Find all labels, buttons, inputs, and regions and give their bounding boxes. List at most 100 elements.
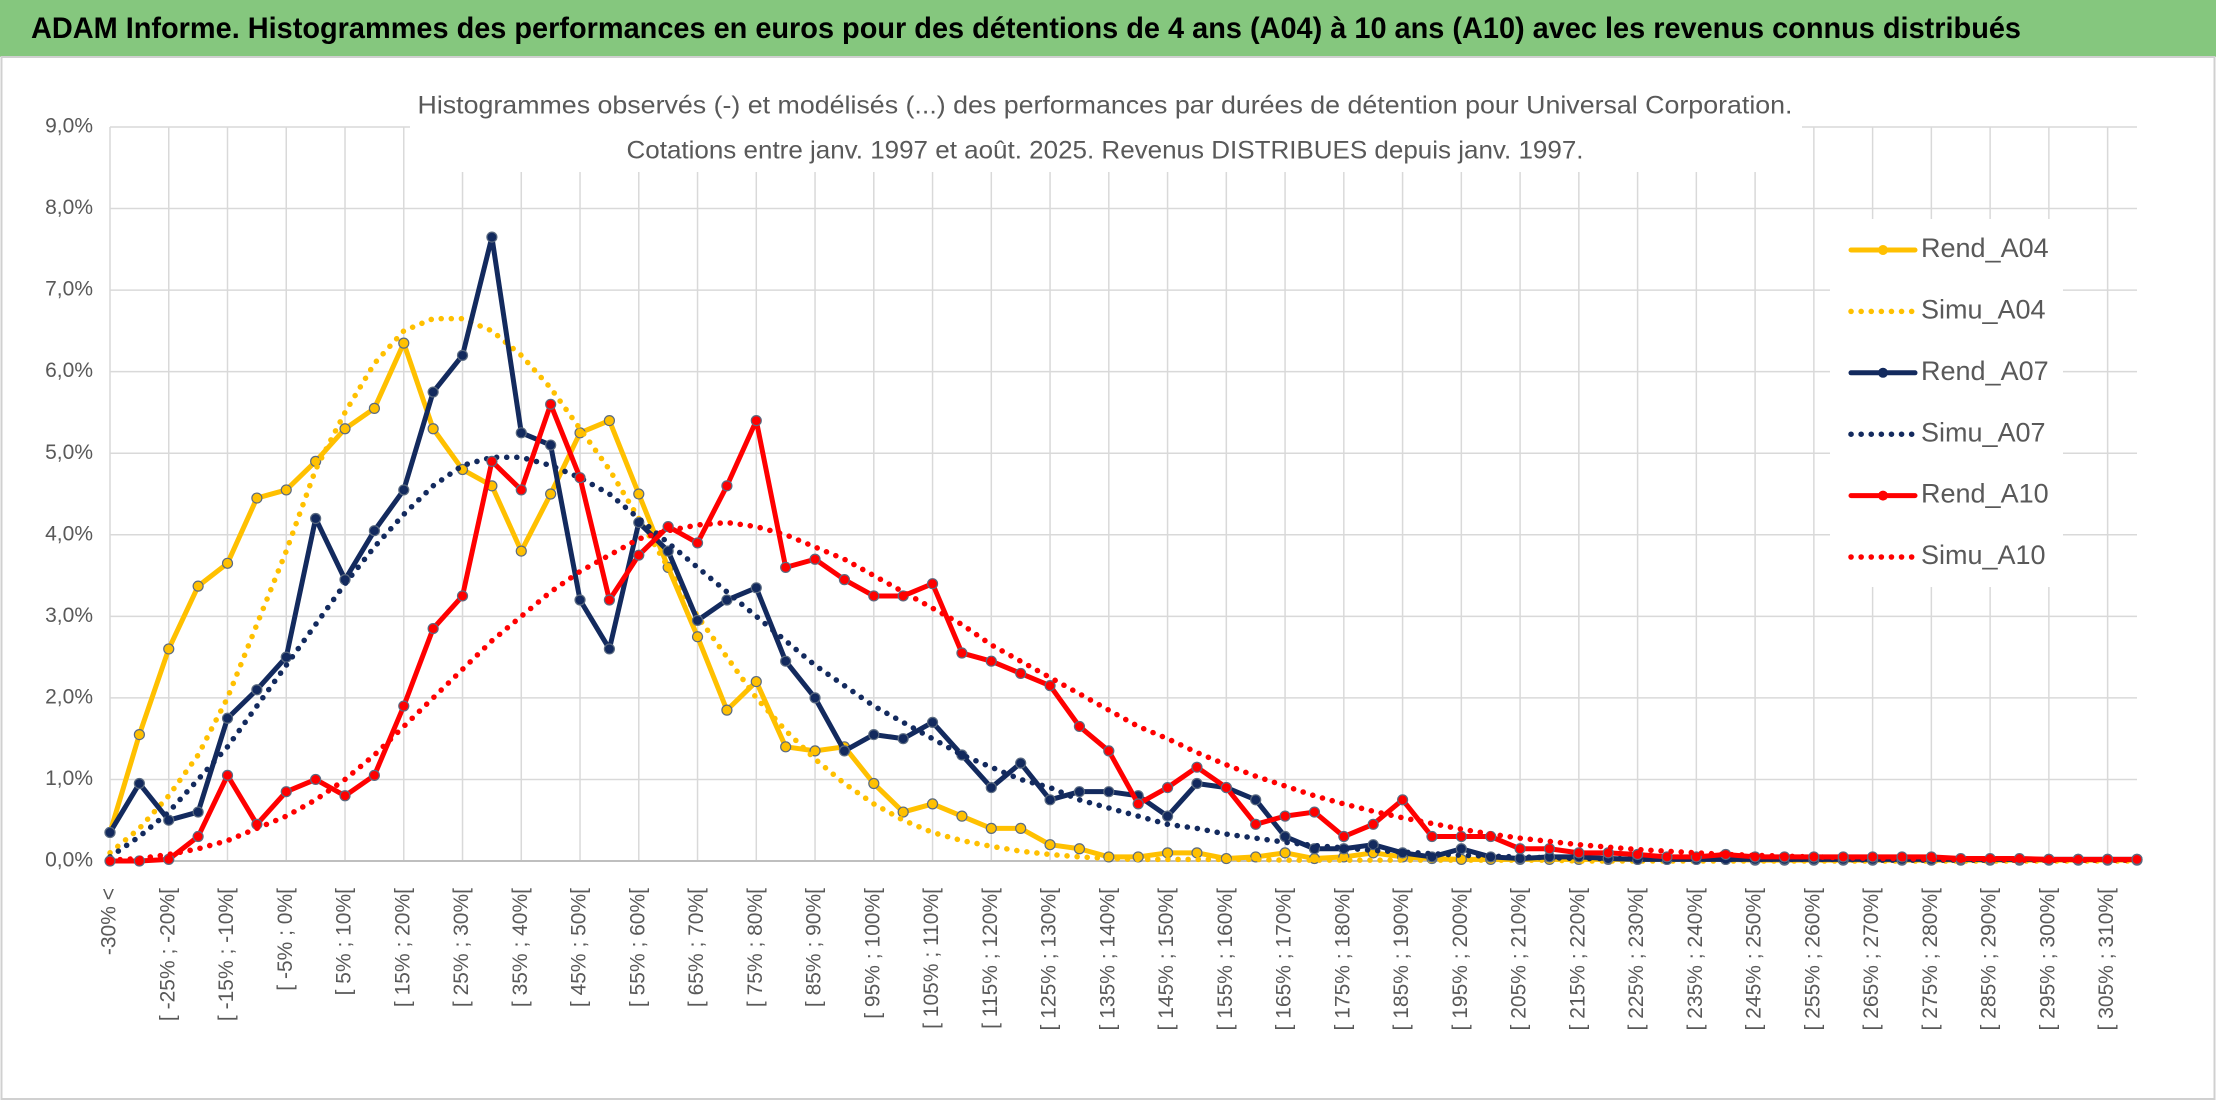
data-point — [956, 810, 968, 822]
chart-subtitle: Histogrammes observés (-) et modélisés (… — [418, 92, 1793, 120]
data-point — [1279, 810, 1291, 822]
data-point — [163, 643, 175, 655]
x-tick-label: [ 275% ; 280%[ — [1919, 888, 1942, 1031]
data-point — [545, 398, 557, 410]
x-tick-label: [ -5% ; 0%[ — [274, 888, 297, 991]
data-point — [1455, 830, 1467, 843]
data-point — [1308, 806, 1321, 818]
data-point — [1396, 794, 1409, 806]
data-point — [868, 590, 880, 602]
x-tick-label: [ -15% ; -10%[ — [215, 888, 238, 1021]
header-band — [0, 0, 2216, 57]
x-tick-label: -30% < — [98, 888, 121, 955]
x-tick-label: [ 135% ; 140%[ — [1096, 888, 1119, 1031]
x-tick-label: [ 35% ; 40%[ — [509, 888, 532, 1007]
y-tick-label: 2,0% — [45, 685, 93, 708]
data-point — [838, 574, 851, 586]
legend-label: Simu_A10 — [1921, 540, 2046, 570]
x-tick-label: [ 125% ; 130%[ — [1038, 888, 1061, 1031]
x-tick-label: [ 215% ; 220%[ — [1566, 888, 1589, 1031]
data-point — [133, 777, 145, 790]
data-point — [1367, 839, 1379, 851]
x-tick-label: [ 255% ; 260%[ — [1801, 888, 1824, 1031]
data-point — [515, 545, 527, 557]
data-point — [574, 594, 586, 606]
data-point — [427, 423, 439, 435]
data-point — [456, 349, 469, 361]
data-point — [1220, 781, 1232, 794]
x-tick-label: [ 195% ; 200%[ — [1449, 888, 1472, 1031]
x-tick-label: [ 295% ; 300%[ — [2036, 888, 2059, 1031]
data-point — [691, 537, 704, 549]
data-point — [1250, 818, 1262, 830]
data-point — [868, 728, 880, 741]
data-point — [1015, 822, 1027, 834]
data-point — [133, 728, 145, 741]
x-tick-label: [ 75% ; 80%[ — [744, 888, 767, 1007]
data-point — [809, 692, 821, 704]
data-point — [515, 484, 527, 496]
data-point — [1073, 720, 1086, 733]
data-point — [838, 745, 851, 757]
data-point — [897, 733, 909, 745]
data-point — [1073, 843, 1086, 855]
x-tick-label: [ 65% ; 70%[ — [685, 888, 708, 1007]
data-point — [1161, 847, 1174, 859]
chart-title: ADAM Informe. Histogrammes des performan… — [31, 12, 2021, 45]
data-point — [603, 594, 616, 606]
data-point — [310, 773, 322, 786]
data-point — [750, 415, 762, 427]
legend-label: Rend_A04 — [1921, 233, 2049, 263]
x-tick-label: [ 155% ; 160%[ — [1214, 888, 1237, 1031]
data-point — [603, 415, 616, 427]
data-point — [398, 484, 410, 496]
data-point — [985, 822, 997, 834]
data-point — [603, 643, 616, 655]
x-tick-label: [ 45% ; 50%[ — [568, 888, 591, 1007]
data-point — [1426, 830, 1438, 843]
legend-label: Simu_A04 — [1921, 295, 2046, 325]
x-tick-label: [ 105% ; 110%[ — [920, 888, 943, 1029]
data-point — [486, 455, 498, 467]
x-tick-label: [ 225% ; 230%[ — [1625, 888, 1648, 1031]
x-tick-label: [ 205% ; 210%[ — [1508, 888, 1531, 1031]
data-point — [456, 590, 469, 602]
data-point — [1161, 810, 1174, 822]
legend-marker — [1878, 367, 1888, 378]
x-tick-label: [ 165% ; 170%[ — [1273, 888, 1296, 1031]
data-point — [956, 647, 968, 659]
data-point — [545, 488, 557, 500]
data-point — [750, 582, 762, 594]
y-tick-label: 8,0% — [45, 196, 93, 219]
data-point — [427, 386, 439, 398]
data-point — [104, 826, 116, 839]
data-point — [192, 806, 204, 818]
data-point — [1455, 843, 1467, 855]
legend-label: Rend_A10 — [1921, 479, 2049, 509]
data-point — [339, 790, 351, 802]
data-point — [926, 716, 939, 728]
data-point — [486, 231, 498, 243]
data-point — [633, 488, 645, 500]
data-point — [221, 769, 234, 781]
data-point — [780, 741, 792, 753]
x-tick-label: [ 235% ; 240%[ — [1684, 888, 1707, 1031]
data-point — [662, 545, 674, 557]
data-point — [1103, 745, 1115, 757]
series-line — [107, 519, 2140, 863]
data-point — [368, 402, 380, 414]
legend-label: Simu_A07 — [1921, 417, 2046, 447]
y-tick-label: 7,0% — [45, 278, 93, 301]
subtitle-box — [410, 86, 1802, 172]
data-point — [1573, 847, 1585, 859]
data-point — [280, 484, 292, 496]
data-point — [368, 525, 380, 537]
x-tick-label: [ 285% ; 290%[ — [1978, 888, 2001, 1031]
data-point — [985, 781, 997, 794]
data-point — [251, 684, 263, 696]
data-point — [1044, 794, 1056, 806]
y-tick-label: 9,0% — [45, 115, 93, 138]
x-tick-label: [ 55% ; 60%[ — [626, 888, 649, 1007]
x-tick-label: [ 85% ; 90%[ — [803, 888, 826, 1007]
